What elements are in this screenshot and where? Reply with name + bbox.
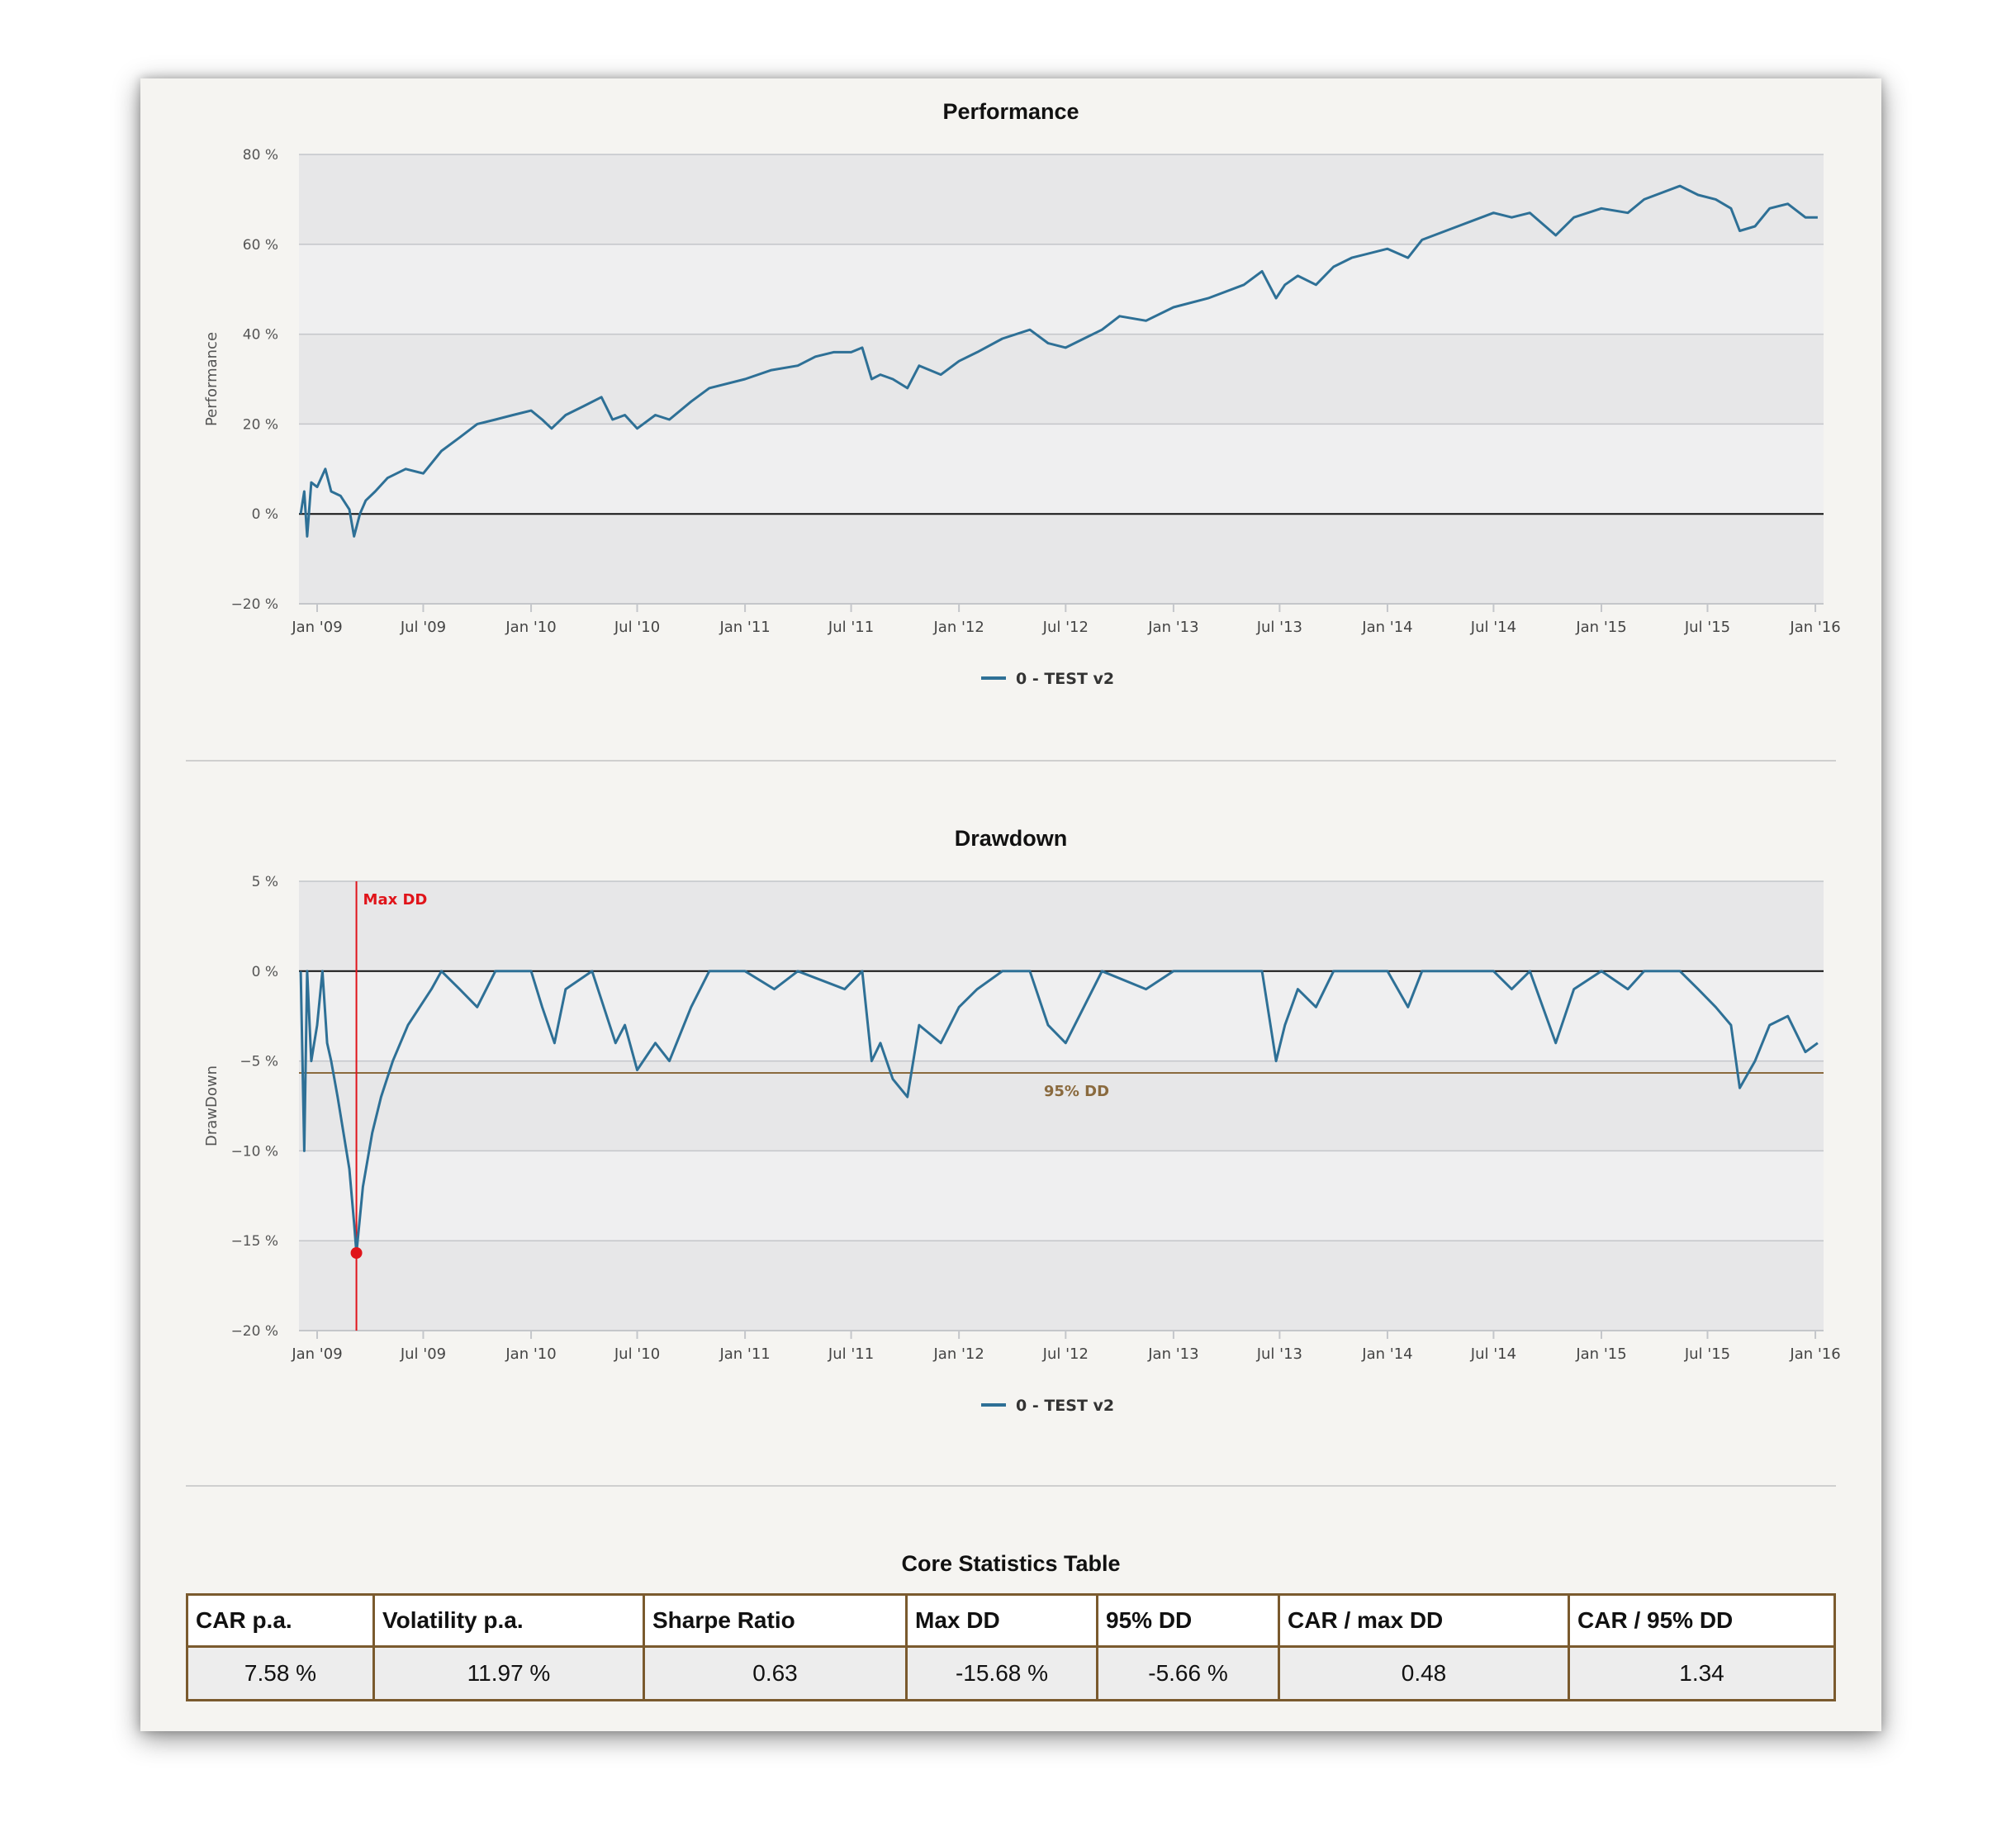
x-tick-label: Jan '14 [1361,619,1412,636]
legend-item: 0 - TEST v2 [1016,670,1114,688]
header-max-dd: Max DD [905,1593,1098,1648]
y-tick-label: 0 % [252,506,278,523]
x-tick-label: Jul '10 [614,619,660,636]
x-tick-label: Jan '13 [1147,619,1198,636]
value-max-dd: -15.68 % [905,1645,1098,1701]
y-tick-label: −20 % [231,1323,278,1340]
x-tick-label: Jan '16 [1789,1345,1840,1363]
value-volatility: 11.97 % [372,1645,645,1701]
value-95-dd: -5.66 % [1096,1645,1280,1701]
y-axis-label: DrawDown [203,1065,221,1146]
x-tick-label: Jul '12 [1042,1345,1089,1363]
x-tick-label: Jan '10 [505,1345,556,1363]
plot-band [299,424,1824,515]
max-dd-label: Max DD [363,891,428,909]
max-dd-point [350,1246,363,1259]
series-line [299,970,1819,1255]
x-tick-label: Jan '10 [505,619,556,636]
x-tick-label: Jul '09 [400,619,446,636]
x-tick-label: Jan '15 [1575,1345,1626,1363]
value-car-95-dd: 1.34 [1568,1645,1836,1701]
x-tick-label: Jan '12 [932,1345,984,1363]
x-tick-label: Jan '12 [932,619,984,636]
plot-band [299,1241,1824,1331]
drawdown-chart: 5 % 0 % −5 % −10 % −15 % −20 % Jan '09 Jul '09 J… [203,874,1841,1415]
x-tick-label: Jul '14 [1470,619,1516,636]
header-sharpe: Sharpe Ratio [643,1593,908,1648]
x-tick-label: Jul '13 [1256,619,1302,636]
performance-title: Performance [942,99,1079,124]
legend-item: 0 - TEST v2 [1016,1397,1114,1415]
dd95-label: 95% DD [1044,1083,1109,1100]
x-tick-label: Jan '09 [291,1345,342,1363]
x-tick-label: Jan '14 [1361,1345,1412,1363]
x-tick-label: Jan '13 [1147,1345,1198,1363]
y-tick-label: 20 % [243,416,278,433]
y-tick-label: 5 % [252,874,278,890]
stats-table-title: Core Statistics Table [901,1551,1121,1576]
value-car-max-dd: 0.48 [1278,1645,1570,1701]
x-tick-label: Jan '16 [1789,619,1840,636]
y-axis-label: Performance [203,332,221,426]
value-sharpe: 0.63 [643,1645,908,1701]
header-95-dd: 95% DD [1096,1593,1280,1648]
y-tick-label: 40 % [243,327,278,344]
plot-band [299,154,1824,244]
plot-band [299,514,1824,604]
header-volatility: Volatility p.a. [372,1593,645,1648]
y-tick-label: 60 % [243,237,278,254]
x-tick-label: Jan '09 [291,619,342,636]
y-tick-label: −5 % [240,1054,278,1070]
value-car: 7.58 % [186,1645,375,1701]
plot-band [299,334,1824,425]
drawdown-title: Drawdown [954,826,1068,851]
header-car-95-dd: CAR / 95% DD [1568,1593,1836,1648]
x-tick-label: Jan '11 [719,619,770,636]
plot-band [299,244,1824,335]
y-tick-label: −20 % [231,596,278,613]
stats-header-row: CAR p.a. Volatility p.a. Sharpe Ratio Ma… [186,1593,1836,1648]
divider-2 [186,1485,1836,1487]
plot-band [299,1151,1824,1241]
report-card: Performance 80 % 60 % 40 % 20 % 0 % −20 % Jan … [140,78,1881,1731]
y-tick-label: 80 % [243,147,278,164]
x-tick-label: Jul '11 [828,1345,874,1363]
x-tick-label: Jan '11 [719,1345,770,1363]
stats-value-row: 7.58 % 11.97 % 0.63 -15.68 % -5.66 % 0.4… [186,1645,1836,1701]
x-tick-label: Jul '15 [1684,619,1730,636]
plot-band [299,970,1824,1061]
x-tick-label: Jul '13 [1256,1345,1302,1363]
header-car-max-dd: CAR / max DD [1278,1593,1570,1648]
performance-chart: 80 % 60 % 40 % 20 % 0 % −20 % Jan '09 Jul '09 Ja… [203,147,1841,688]
x-tick-label: Jul '12 [1042,619,1089,636]
header-car: CAR p.a. [186,1593,375,1648]
x-tick-label: Jul '10 [614,1345,660,1363]
divider-1 [186,760,1836,762]
y-tick-label: −10 % [231,1143,278,1160]
plot-band [299,881,1824,971]
core-stats-table: CAR p.a. Volatility p.a. Sharpe Ratio Ma… [186,1593,1836,1701]
series-line [299,184,1818,538]
y-tick-label: −15 % [231,1233,278,1250]
x-tick-label: Jan '15 [1575,619,1626,636]
y-tick-label: 0 % [252,964,278,980]
x-tick-label: Jul '15 [1684,1345,1730,1363]
x-tick-label: Jul '11 [828,619,874,636]
x-tick-label: Jul '14 [1470,1345,1516,1363]
plot-band [299,1061,1824,1151]
x-tick-label: Jul '09 [400,1345,446,1363]
